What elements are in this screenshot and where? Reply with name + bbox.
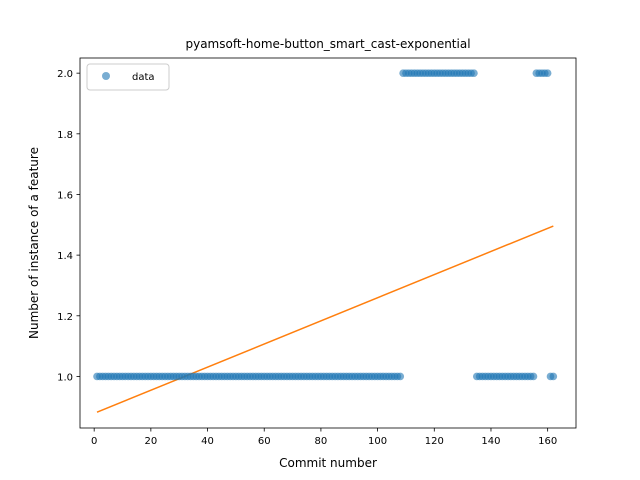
y-tick-label: 1.8 (57, 130, 73, 141)
x-tick-label: 60 (258, 436, 271, 447)
data-point (549, 372, 558, 381)
x-tick-label: 160 (538, 436, 557, 447)
data-point (470, 69, 478, 77)
x-tick-label: 0 (91, 436, 97, 447)
plot-area (80, 58, 576, 428)
x-axis-title: Commit number (279, 456, 377, 470)
x-tick-label: 100 (368, 436, 387, 447)
x-axis-ticks: 0 20 40 60 80 100 120 140 160 (91, 428, 557, 447)
trend-line-layer (96, 225, 554, 413)
legend: data (86, 63, 170, 91)
data-point (543, 69, 552, 77)
chart-title: pyamsoft-home-button_smart_cast-exponent… (185, 37, 470, 51)
data-point (529, 372, 538, 381)
legend-marker-data (102, 72, 110, 80)
plot-frame (79, 57, 577, 429)
y-tick-label: 1.2 (57, 312, 73, 323)
legend-label-data: data (132, 72, 155, 83)
data-point (396, 372, 405, 381)
x-tick-label: 20 (144, 436, 157, 447)
y-tick-label: 1.4 (57, 251, 73, 262)
x-tick-label: 80 (315, 436, 328, 447)
y-tick-label: 1.0 (57, 372, 73, 383)
plot-background (80, 58, 576, 428)
legend-box (86, 63, 170, 91)
y-axis-title: Number of instance of a feature (27, 147, 41, 339)
data-points-layer (93, 69, 558, 381)
y-tick-label: 1.6 (57, 190, 73, 201)
x-tick-label: 140 (481, 436, 500, 447)
y-axis-ticks: 1.0 1.2 1.4 1.6 1.8 2.0 (57, 69, 80, 383)
x-tick-label: 40 (201, 436, 214, 447)
x-tick-label: 120 (425, 436, 444, 447)
trend-line (96, 225, 554, 413)
y-tick-label: 2.0 (57, 69, 73, 80)
